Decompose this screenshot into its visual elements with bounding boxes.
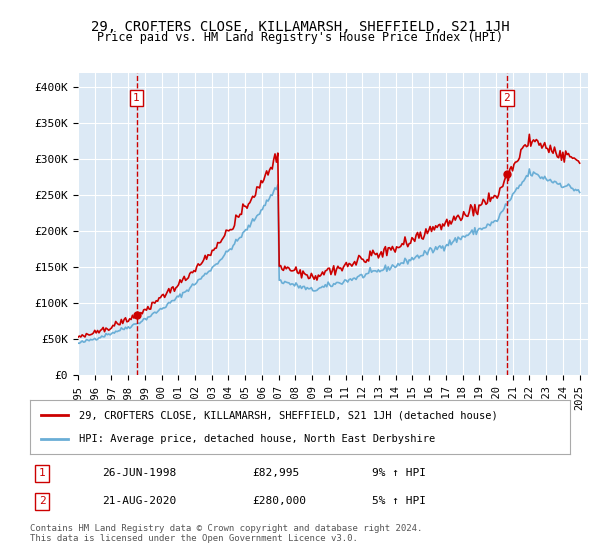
Text: 1: 1 (38, 468, 46, 478)
Text: Contains HM Land Registry data © Crown copyright and database right 2024.
This d: Contains HM Land Registry data © Crown c… (30, 524, 422, 543)
Text: 5% ↑ HPI: 5% ↑ HPI (372, 496, 426, 506)
Text: Price paid vs. HM Land Registry's House Price Index (HPI): Price paid vs. HM Land Registry's House … (97, 31, 503, 44)
Text: 2: 2 (38, 496, 46, 506)
Text: 21-AUG-2020: 21-AUG-2020 (102, 496, 176, 506)
Text: £82,995: £82,995 (252, 468, 299, 478)
Text: 9% ↑ HPI: 9% ↑ HPI (372, 468, 426, 478)
Text: 2: 2 (503, 93, 510, 103)
Text: £280,000: £280,000 (252, 496, 306, 506)
Text: 29, CROFTERS CLOSE, KILLAMARSH, SHEFFIELD, S21 1JH (detached house): 29, CROFTERS CLOSE, KILLAMARSH, SHEFFIEL… (79, 410, 497, 421)
Text: 26-JUN-1998: 26-JUN-1998 (102, 468, 176, 478)
Text: HPI: Average price, detached house, North East Derbyshire: HPI: Average price, detached house, Nort… (79, 433, 435, 444)
Text: 1: 1 (133, 93, 140, 103)
Text: 29, CROFTERS CLOSE, KILLAMARSH, SHEFFIELD, S21 1JH: 29, CROFTERS CLOSE, KILLAMARSH, SHEFFIEL… (91, 20, 509, 34)
